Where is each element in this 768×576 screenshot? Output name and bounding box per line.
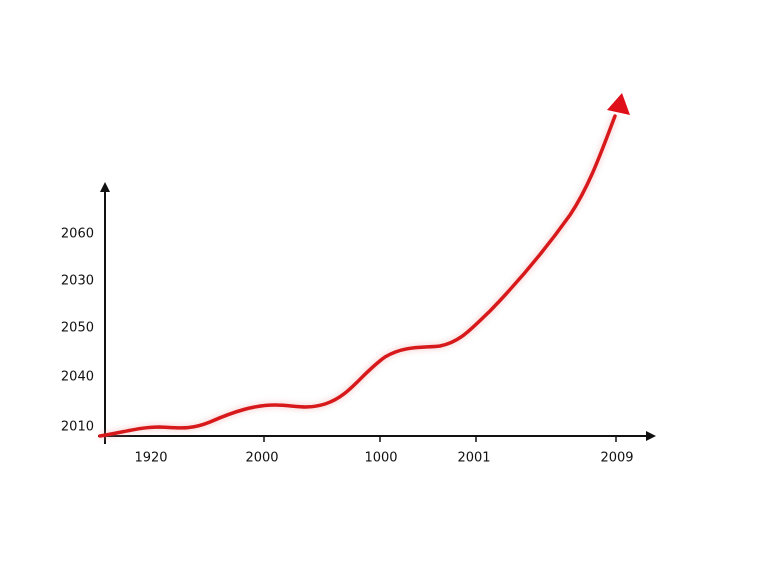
- x-axis-label: 1000: [364, 451, 397, 466]
- trend-curve: [98, 114, 617, 438]
- x-axis-label: 2009: [600, 451, 633, 466]
- curve-arrowhead: [607, 93, 630, 115]
- y-axis-label: 2040: [61, 370, 94, 385]
- x-axis-label: 2001: [457, 451, 490, 466]
- y-axis-label: 2030: [61, 274, 94, 289]
- x-axis-arrow: [646, 431, 656, 441]
- y-axis-arrow: [100, 182, 110, 192]
- x-axis-label: 1920: [134, 451, 167, 466]
- x-axis-label: 2000: [245, 451, 278, 466]
- y-axis-label: 2010: [61, 420, 94, 435]
- y-axis-label: 2060: [61, 227, 94, 242]
- y-axis-label: 2050: [61, 321, 94, 336]
- x-ticks: [263, 436, 617, 442]
